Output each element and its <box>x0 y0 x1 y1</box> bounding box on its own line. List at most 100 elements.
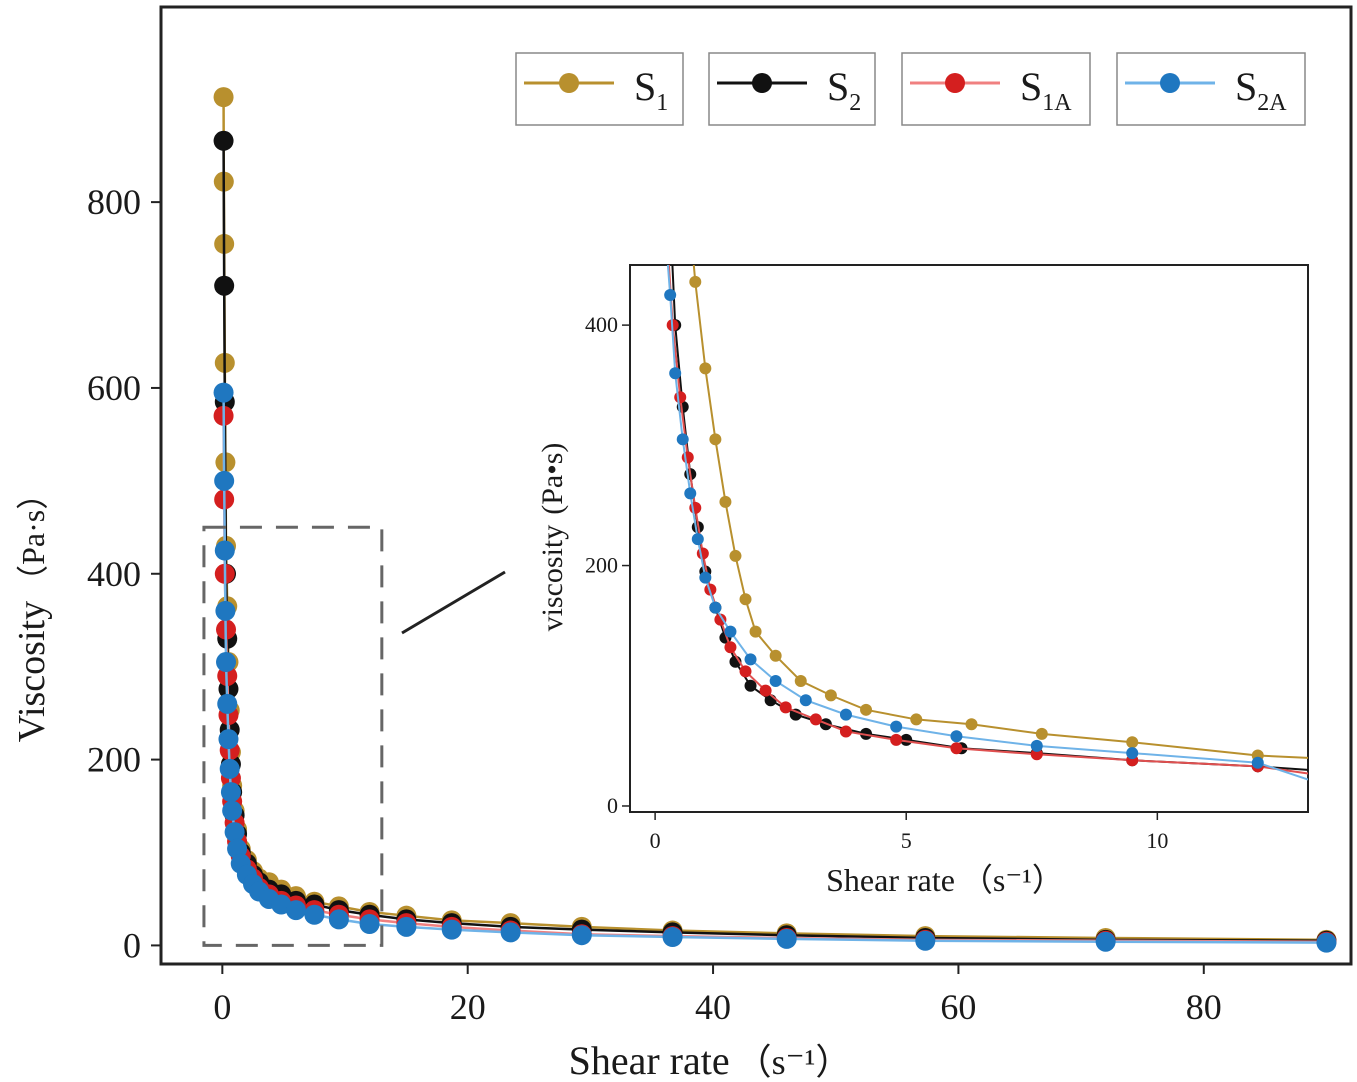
inset-point-S1 <box>860 703 873 716</box>
main-point-S2A <box>222 800 243 821</box>
inset-clipped-area <box>664 265 1308 781</box>
main-xlabel-unit: （s⁻¹） <box>736 1042 852 1082</box>
inset-series-S1 <box>689 265 1308 762</box>
main-ytick-label: 0 <box>123 925 141 965</box>
main-ytick-label: 800 <box>87 182 141 222</box>
inset-point-S2A <box>684 487 697 500</box>
inset-point-S1A <box>759 684 772 697</box>
inset-point-S1A <box>696 547 709 560</box>
main-point-S2A <box>216 652 237 673</box>
inset-series-S1A <box>666 265 1308 775</box>
inset-point-S1A <box>890 733 903 746</box>
inset-point-S1 <box>910 713 923 726</box>
main-ylabel-text: Viscosity <box>11 601 53 742</box>
legend-label: S1 <box>634 64 668 116</box>
main-point-S2 <box>213 130 234 151</box>
inset-point-S1 <box>769 649 782 662</box>
legend-label: S2 <box>827 64 861 116</box>
inset-point-S1A <box>779 701 792 714</box>
inset-point-S2A <box>744 653 757 666</box>
main-point-S2A <box>304 904 325 925</box>
main-point-S2 <box>214 275 235 296</box>
main-point-S2A <box>662 927 683 948</box>
legend-marker <box>559 73 579 93</box>
inset-point-S1 <box>749 625 762 638</box>
legend-marker <box>1160 73 1180 93</box>
inset-point-S1A <box>681 451 694 464</box>
inset-series-S2A <box>664 265 1308 781</box>
inset-xtick-label: 10 <box>1146 828 1168 853</box>
inset-point-S1A <box>950 742 963 755</box>
inset-point-S2A <box>669 367 682 380</box>
inset-ylabel: viscosity (Pa•s) <box>536 443 569 632</box>
inset-point-S1 <box>689 275 702 288</box>
legend-item-S1: S1 <box>515 52 684 126</box>
inset-ylabel-unit: (Pa•s) <box>536 443 569 515</box>
inset-point-S2A <box>839 708 852 721</box>
main-xtick-label: 20 <box>450 987 486 1027</box>
main-point-S2A <box>224 822 245 843</box>
inset-point-S1A <box>1030 748 1043 761</box>
main-point-S2A <box>1316 932 1337 953</box>
main-series-layer <box>213 87 1337 953</box>
main-xtick-label: 0 <box>213 987 231 1027</box>
main-point-S2A <box>915 930 936 951</box>
main-xlabel-text: Shear rate <box>569 1038 730 1082</box>
zoom-box <box>202 525 384 947</box>
inset-point-S2A <box>676 433 689 446</box>
legend-label: S2A <box>1235 64 1287 116</box>
inset-xtick-label: 5 <box>901 828 912 853</box>
main-point-S2A <box>1095 931 1116 952</box>
inset-point-S2A <box>769 674 782 687</box>
main-ytick-label: 600 <box>87 368 141 408</box>
legend-box <box>515 52 684 126</box>
main-ylabel-unit: （Pa·s） <box>15 478 51 597</box>
inset-point-S1 <box>1035 727 1048 740</box>
inset-series-layer <box>664 265 1308 781</box>
main-point-S2A <box>213 382 234 403</box>
inset-point-S1A <box>839 725 852 738</box>
legend-box <box>1116 52 1306 126</box>
main-ytick-label: 200 <box>87 740 141 780</box>
main-point-S2A <box>214 540 235 561</box>
inset-ylabel-text: viscosity <box>536 525 569 632</box>
inset-point-S1 <box>794 674 807 687</box>
inset-ytick-label: 200 <box>585 553 618 578</box>
main-ytick-label: 400 <box>87 554 141 594</box>
legend-label: S1A <box>1020 64 1072 116</box>
legend-box <box>901 52 1091 126</box>
main-point-S2A <box>776 928 797 949</box>
inset-point-S1A <box>739 665 752 678</box>
inset-line-S2A <box>666 265 1308 781</box>
main-point-S2A <box>328 909 349 930</box>
inset-ytick-label: 0 <box>607 793 618 818</box>
inset-point-S2A <box>691 533 704 546</box>
main-point-S2A <box>396 916 417 937</box>
inset-point-S1 <box>729 549 742 562</box>
inset-point-S2 <box>744 679 757 692</box>
main-point-S2A <box>571 925 592 946</box>
inset-point-S2A <box>699 571 712 584</box>
legend-item-S2A: S2A <box>1116 52 1306 126</box>
inset-xlabel-unit: （s⁻¹） <box>961 862 1064 898</box>
main-point-S2A <box>220 782 241 803</box>
inset-xlabel-text: Shear rate <box>826 862 955 898</box>
legend-box <box>708 52 876 126</box>
zoom-leader-line <box>401 570 506 635</box>
main-point-S2A <box>218 729 239 750</box>
inset-point-S2A <box>1030 739 1043 752</box>
zoom-indicator <box>202 525 384 947</box>
main-ylabel: Viscosity （Pa·s） <box>11 478 53 742</box>
main-point-S1 <box>213 87 234 108</box>
legend-marker <box>945 73 965 93</box>
inset-point-S2A <box>724 625 737 638</box>
inset-point-S1 <box>965 718 978 731</box>
legend-item-S1A: S1A <box>901 52 1091 126</box>
inset-point-S1 <box>1126 736 1139 749</box>
legend-item-S2: S2 <box>708 52 876 126</box>
main-point-S2A <box>359 914 380 935</box>
inset-point-S1 <box>699 362 712 375</box>
main-point-S2A <box>500 922 521 943</box>
main-point-S2A <box>285 900 306 921</box>
